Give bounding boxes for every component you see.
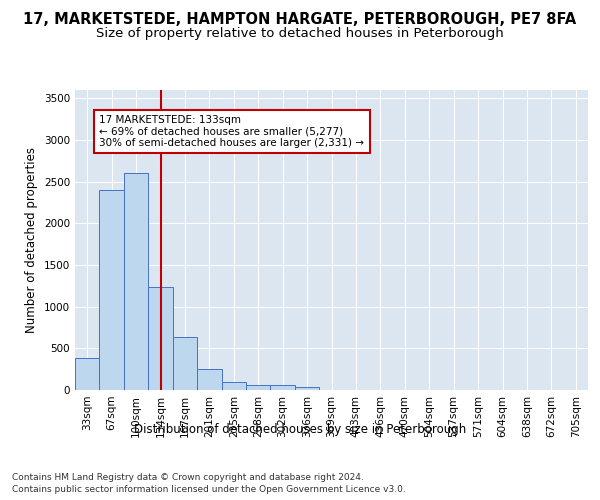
- Text: Distribution of detached houses by size in Peterborough: Distribution of detached houses by size …: [134, 422, 466, 436]
- Text: Contains public sector information licensed under the Open Government Licence v3: Contains public sector information licen…: [12, 485, 406, 494]
- Bar: [295, 386, 319, 390]
- Bar: [271, 386, 295, 390]
- Bar: [124, 174, 148, 390]
- Text: Size of property relative to detached houses in Peterborough: Size of property relative to detached ho…: [96, 28, 504, 40]
- Bar: [75, 358, 100, 390]
- Bar: [197, 369, 221, 390]
- Bar: [173, 336, 197, 390]
- Bar: [148, 286, 173, 390]
- Bar: [246, 385, 271, 390]
- Bar: [100, 190, 124, 390]
- Y-axis label: Number of detached properties: Number of detached properties: [25, 147, 38, 333]
- Text: 17, MARKETSTEDE, HAMPTON HARGATE, PETERBOROUGH, PE7 8FA: 17, MARKETSTEDE, HAMPTON HARGATE, PETERB…: [23, 12, 577, 28]
- Text: 17 MARKETSTEDE: 133sqm
← 69% of detached houses are smaller (5,277)
30% of semi-: 17 MARKETSTEDE: 133sqm ← 69% of detached…: [100, 115, 364, 148]
- Text: Contains HM Land Registry data © Crown copyright and database right 2024.: Contains HM Land Registry data © Crown c…: [12, 472, 364, 482]
- Bar: [221, 382, 246, 390]
